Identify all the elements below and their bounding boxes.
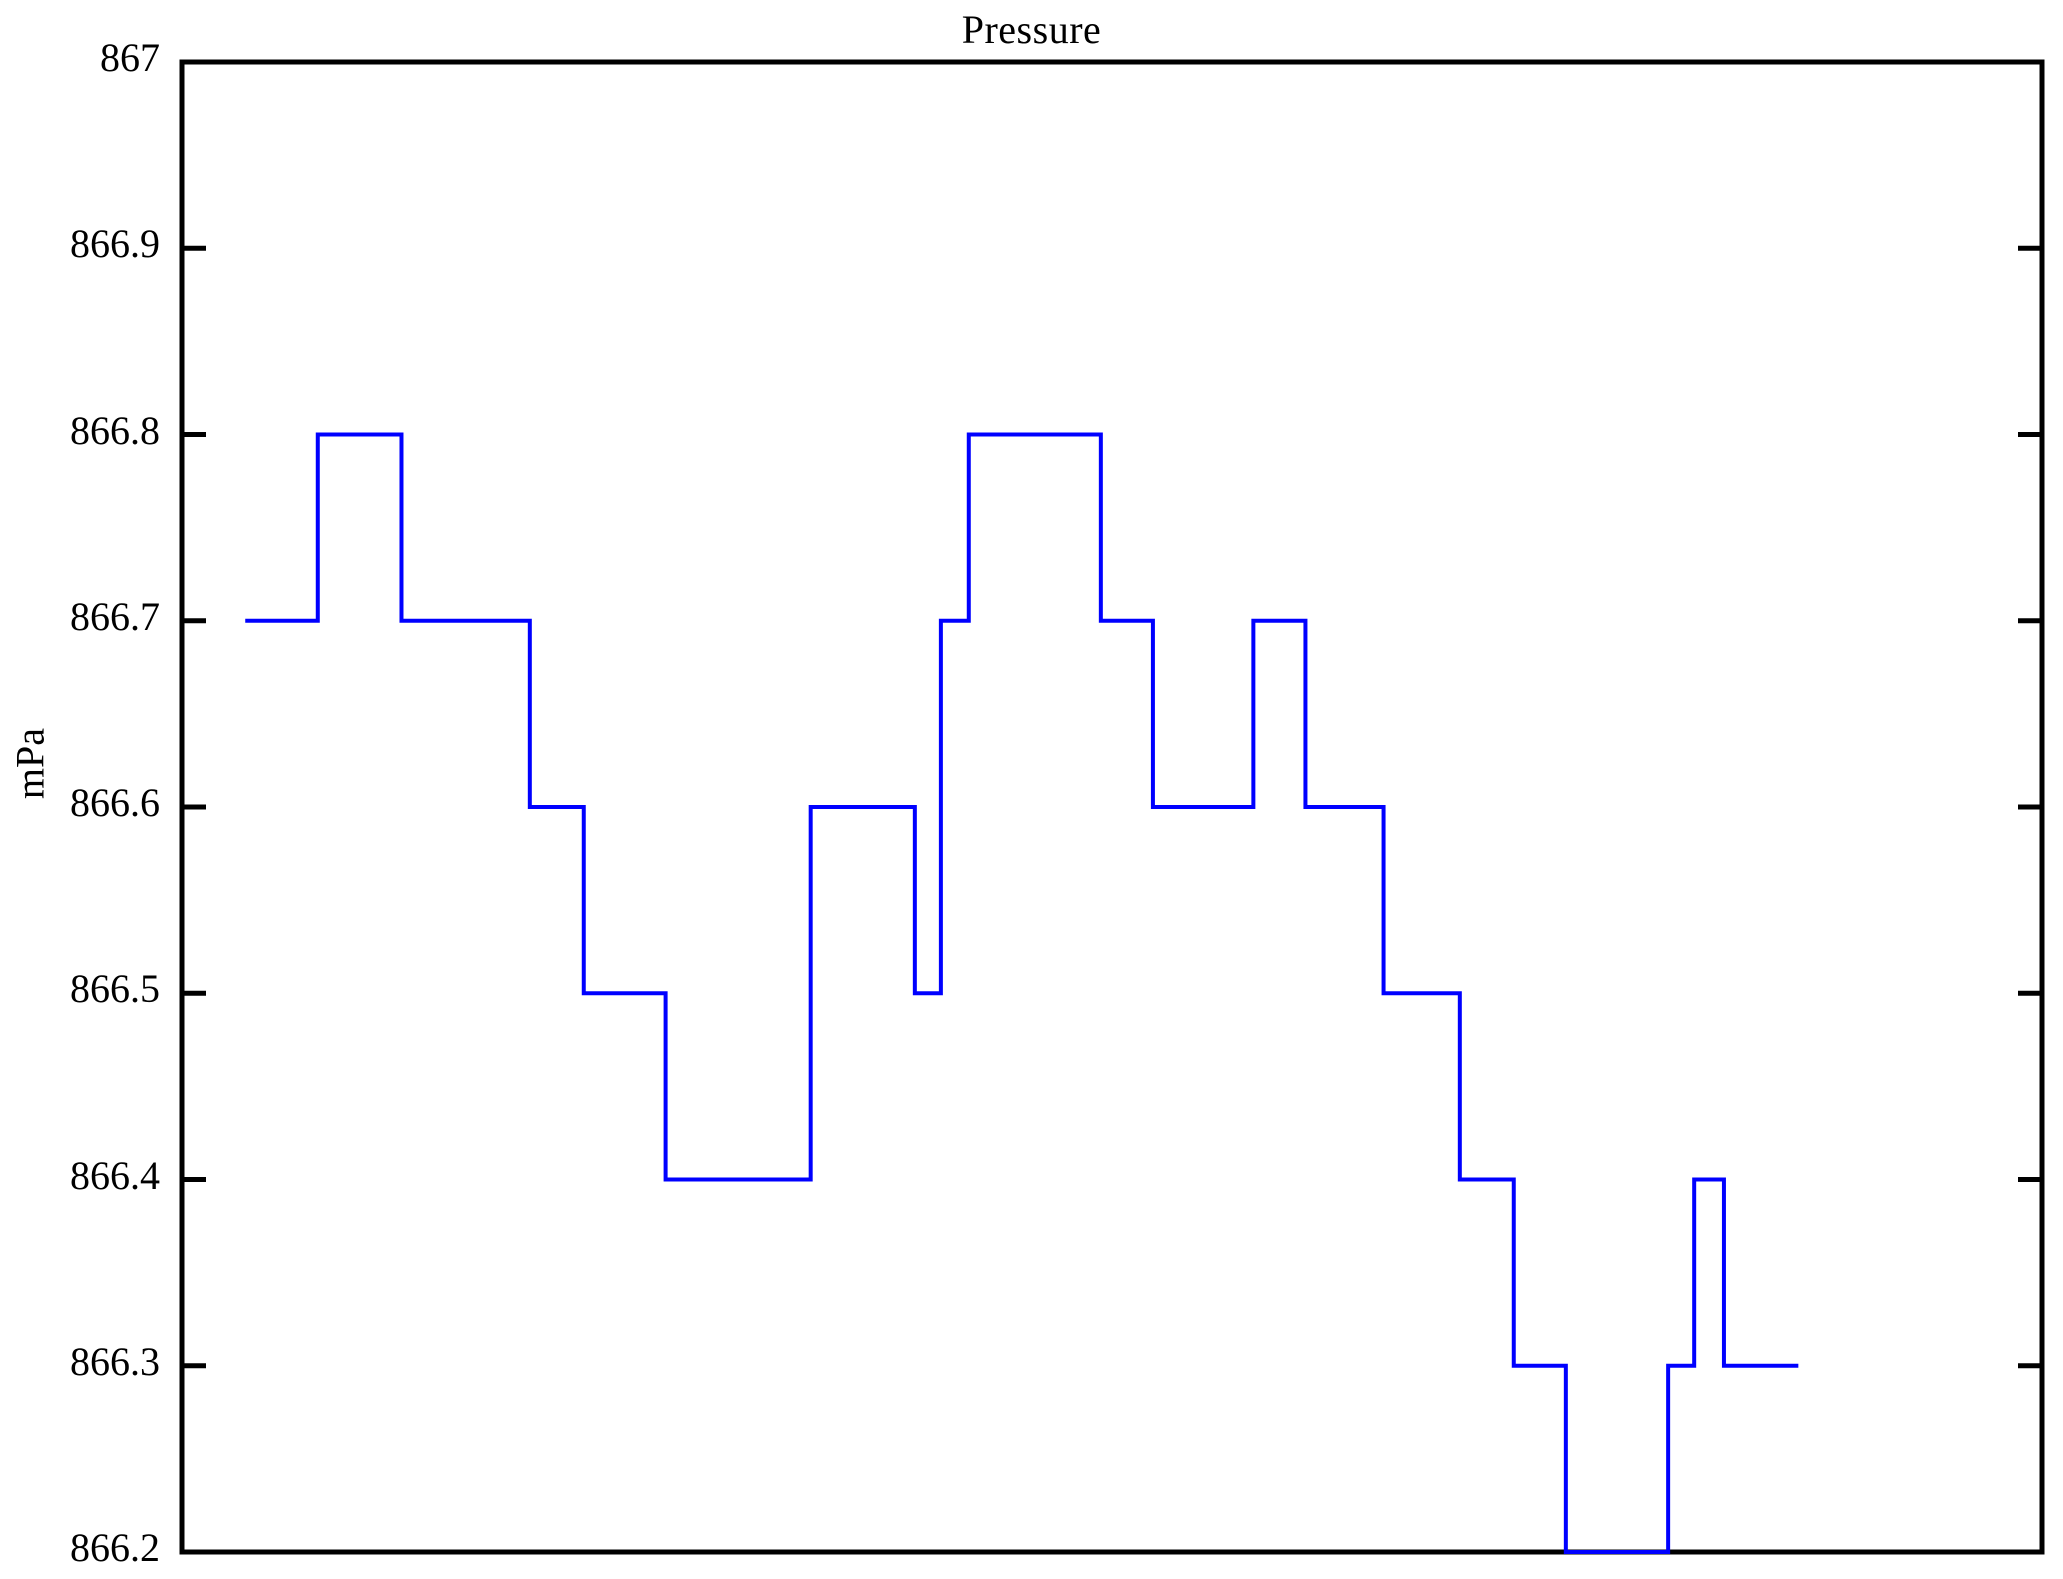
y-axis-tick-label: 866.2 xyxy=(70,1525,160,1570)
y-axis-tick-label: 866.3 xyxy=(70,1338,160,1384)
y-axis-tick-label: 866.9 xyxy=(70,221,160,267)
plot-border xyxy=(179,59,2045,1555)
data-series-pressure xyxy=(245,432,1799,1554)
y-axis-ticks-right xyxy=(2018,245,2042,1369)
y-axis-tick-label: 866.4 xyxy=(70,1152,160,1198)
y-axis-tick-label: 866.8 xyxy=(70,407,160,453)
y-axis-tick-label: 867 xyxy=(100,35,160,80)
chart-title: Pressure xyxy=(961,7,1102,52)
pressure-step-line xyxy=(245,432,1799,1554)
y-axis-tick-label: 866.7 xyxy=(70,593,160,639)
y-axis-ticks-left xyxy=(182,245,206,1369)
y-axis-tick-label: 866.5 xyxy=(70,966,160,1012)
axis-frame xyxy=(179,59,2045,1555)
y-axis-tick-label: 866.6 xyxy=(70,780,160,825)
